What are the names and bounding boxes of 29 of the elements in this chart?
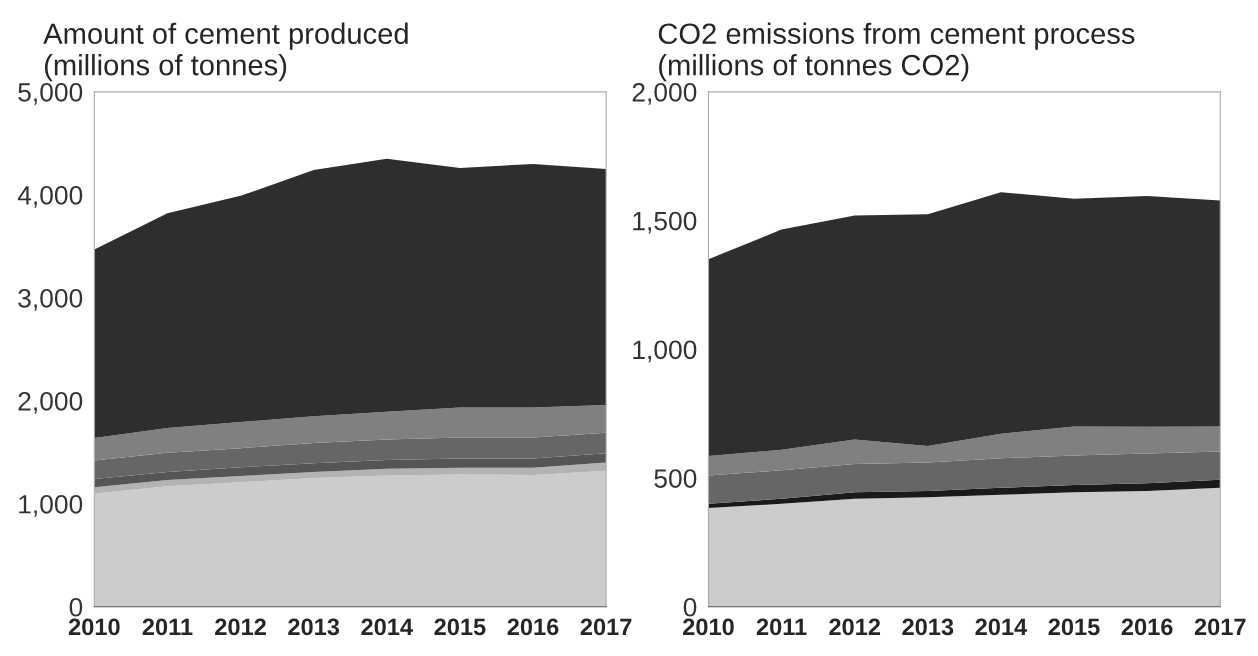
x-tick-label: 2014 [975, 618, 1028, 636]
x-tick-label: 2013 [288, 618, 340, 636]
y-tick-label: 0 [683, 597, 697, 617]
y-tick-label: 2,000 [18, 391, 83, 414]
x-tick-label: 2017 [1194, 618, 1246, 636]
x-tick-label: 2016 [507, 618, 559, 636]
y-tick-label: 5,000 [18, 82, 83, 105]
y-tick-label: 2,000 [632, 82, 697, 105]
x-tick-label: 2010 [68, 618, 120, 636]
x-tick-label: 2011 [142, 618, 193, 636]
x-tick-label: 2012 [215, 618, 266, 636]
x-tick-label: 2014 [361, 618, 413, 636]
y-tick-label: 4,000 [17, 185, 83, 208]
y-tick-label: 500 [654, 469, 697, 488]
x-tick-label: 2015 [434, 618, 486, 636]
x-tick-label: 2017 [580, 618, 632, 636]
y-tick-label: 3,000 [18, 288, 83, 311]
chart-title: Amount of cement produced (millions of tonnes) [43, 22, 408, 82]
y-tick-label: 0 [69, 597, 83, 617]
x-tick-label: 2011 [756, 618, 807, 636]
x-tick-label: 2015 [1048, 618, 1100, 636]
chart-title: CO2 emissions from cement process (millions of tonnes CO2) [658, 22, 1135, 82]
x-tick-label: 2013 [902, 618, 954, 636]
y-tick-label: 1,000 [633, 340, 697, 363]
y-tick-label: 1,500 [633, 211, 697, 234]
x-tick-label: 2010 [683, 618, 734, 636]
y-tick-label: 1,000 [19, 494, 83, 517]
x-tick-label: 2016 [1121, 618, 1173, 636]
x-tick-label: 2012 [829, 618, 881, 636]
